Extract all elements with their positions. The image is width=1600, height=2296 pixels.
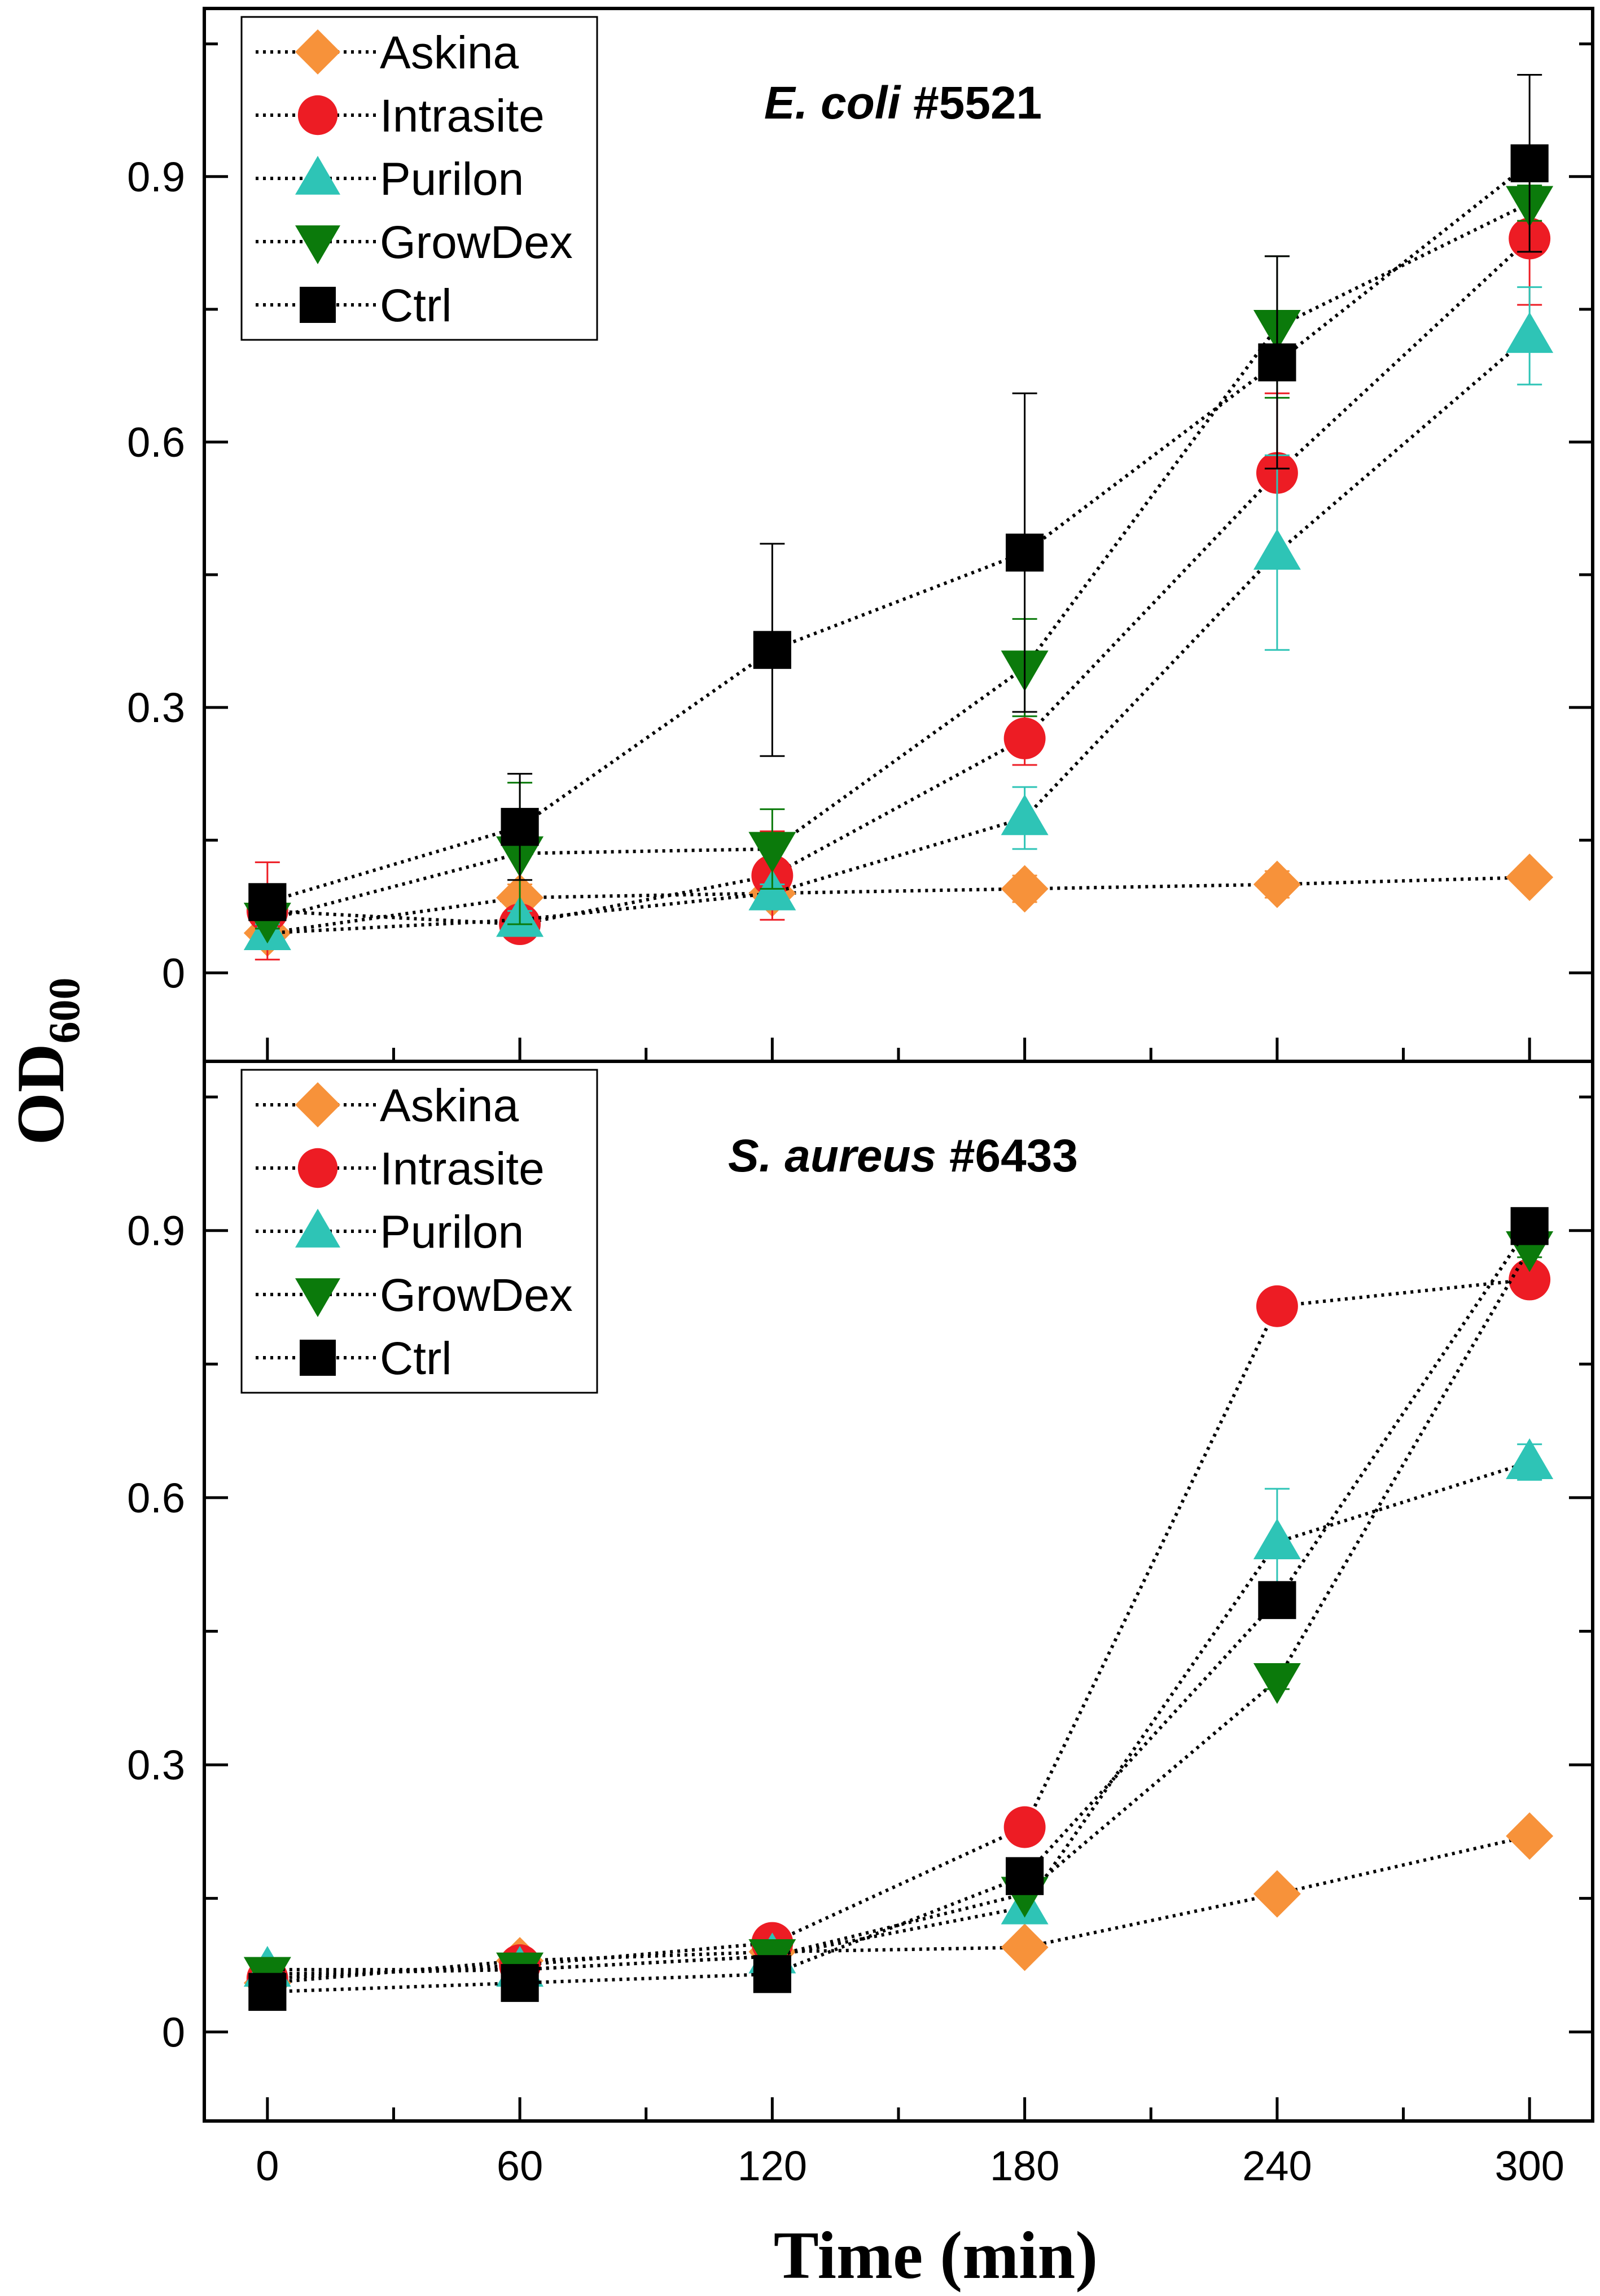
series-line-purilon	[267, 334, 1531, 935]
series-line-ctrl	[266, 161, 1531, 904]
data-point-ctrl	[501, 1963, 539, 2002]
legend-marker-askina	[295, 1082, 340, 1127]
series-line-purilon	[267, 1460, 1531, 1971]
data-point-ctrl	[1258, 1581, 1296, 1619]
data-point-growdex	[748, 832, 796, 873]
data-point-purilon	[1253, 1518, 1301, 1559]
x-tick-label: 180	[990, 2142, 1059, 2189]
data-point-askina	[1506, 1812, 1554, 1860]
y-axis-title: OD600	[3, 978, 89, 1145]
legend-label-ctrl: Ctrl	[380, 1333, 452, 1384]
x-tick-label: 0	[256, 2142, 279, 2189]
data-point-ctrl	[1006, 1857, 1044, 1895]
legend: Askina Intrasite Purilon GrowDex Ctrl	[240, 16, 598, 341]
series-line-intrasite	[267, 237, 1531, 926]
series-ctrl	[248, 74, 1549, 921]
legend-marker-intrasite	[297, 95, 338, 135]
data-point-ctrl	[1258, 343, 1296, 382]
panel-title-strain: #6433	[936, 1130, 1078, 1182]
panels-layer: 0 0.3 0.6 0.9 Askina Intrasite Purilon GrowDex C…	[127, 7, 1594, 2189]
legend-marker-intrasite	[297, 1148, 338, 1188]
data-point-askina	[1253, 860, 1301, 908]
legend-label-intrasite: Intrasite	[380, 1143, 545, 1195]
y-tick-label: 0.6	[127, 1475, 185, 1521]
data-point-purilon	[748, 869, 796, 911]
panel-2: 0 0.3 0.6 0.9 0 60 120 180 240 300 Askina Intrasite…	[127, 1060, 1594, 2189]
legend-label-growdex: GrowDex	[380, 217, 573, 268]
data-point-askina	[1001, 865, 1049, 913]
legend-label-askina: Askina	[380, 1080, 519, 1131]
series-askina	[243, 854, 1554, 957]
data-point-ctrl	[248, 883, 287, 921]
series-ctrl	[248, 1207, 1549, 2011]
series-line-growdex	[267, 202, 1531, 922]
legend-label-growdex: GrowDex	[380, 1270, 573, 1321]
data-point-askina	[1506, 854, 1554, 902]
legend-marker-growdex	[295, 1278, 340, 1317]
data-point-ctrl	[501, 808, 539, 846]
series-purilon	[243, 286, 1554, 950]
y-tick-label: 0.3	[127, 1742, 185, 1788]
data-point-purilon	[1506, 1438, 1554, 1480]
data-point-ctrl	[1510, 1207, 1549, 1245]
series-line-ctrl	[267, 1225, 1531, 1994]
panel-title-strain: #5521	[900, 77, 1042, 129]
data-point-askina	[1001, 1923, 1049, 1971]
data-point-intrasite	[1256, 1285, 1298, 1327]
data-point-askina	[1253, 1870, 1301, 1918]
y-axis-title-subscript: 600	[40, 978, 89, 1044]
data-point-purilon	[1253, 528, 1301, 570]
legend-label-purilon: Purilon	[380, 1206, 524, 1258]
legend-label-ctrl: Ctrl	[380, 280, 452, 331]
data-point-purilon	[1506, 312, 1554, 353]
x-tick-label: 240	[1242, 2142, 1312, 2189]
data-point-ctrl	[248, 1973, 287, 2011]
x-tick-label: 300	[1494, 2142, 1564, 2189]
data-point-intrasite	[1509, 1258, 1551, 1301]
y-tick-label: 0	[162, 2009, 185, 2056]
legend: Askina Intrasite Purilon GrowDex Ctrl	[240, 1069, 598, 1394]
y-tick-label: 0	[162, 950, 185, 996]
panel-title-organism: S. aureus	[728, 1130, 936, 1182]
series-askina	[243, 1812, 1554, 2007]
data-point-growdex	[1253, 1663, 1301, 1704]
data-point-ctrl	[753, 631, 791, 669]
panel-title-organism: E. coli	[764, 77, 902, 129]
y-tick-label: 0.9	[127, 154, 185, 200]
series-line-askina	[267, 876, 1530, 935]
legend-label-intrasite: Intrasite	[380, 90, 545, 142]
y-tick-label: 0.9	[127, 1208, 185, 1254]
x-tick-label: 60	[497, 2142, 543, 2189]
data-point-ctrl	[753, 1955, 791, 1993]
y-tick-label: 0.3	[127, 684, 185, 731]
x-tick-label: 120	[738, 2142, 807, 2189]
legend-label-askina: Askina	[380, 27, 519, 78]
legend-marker-askina	[295, 29, 340, 75]
legend-marker-purilon	[295, 156, 340, 195]
data-point-intrasite	[1003, 1806, 1046, 1848]
data-point-ctrl	[1006, 533, 1044, 572]
x-axis-title: Time (min)	[774, 2218, 1098, 2293]
legend-marker-growdex	[295, 225, 340, 264]
data-point-ctrl	[1510, 144, 1549, 182]
legend-marker-purilon	[295, 1209, 340, 1248]
y-tick-label: 0.6	[127, 419, 185, 466]
panel-title: E. coli #5521	[764, 77, 1042, 129]
panel-1: 0 0.3 0.6 0.9 Askina Intrasite Purilon GrowDex C…	[127, 7, 1594, 1063]
data-point-intrasite	[1003, 718, 1046, 759]
series-line-askina	[267, 1834, 1530, 1985]
data-point-purilon	[1001, 794, 1049, 836]
y-axis-title-main: OD	[3, 1044, 78, 1145]
legend-label-purilon: Purilon	[380, 154, 524, 205]
panel-title: S. aureus #6433	[728, 1130, 1078, 1182]
legend-marker-ctrl	[300, 287, 336, 323]
legend-marker-ctrl	[300, 1340, 336, 1376]
series-purilon	[243, 1438, 1554, 1987]
